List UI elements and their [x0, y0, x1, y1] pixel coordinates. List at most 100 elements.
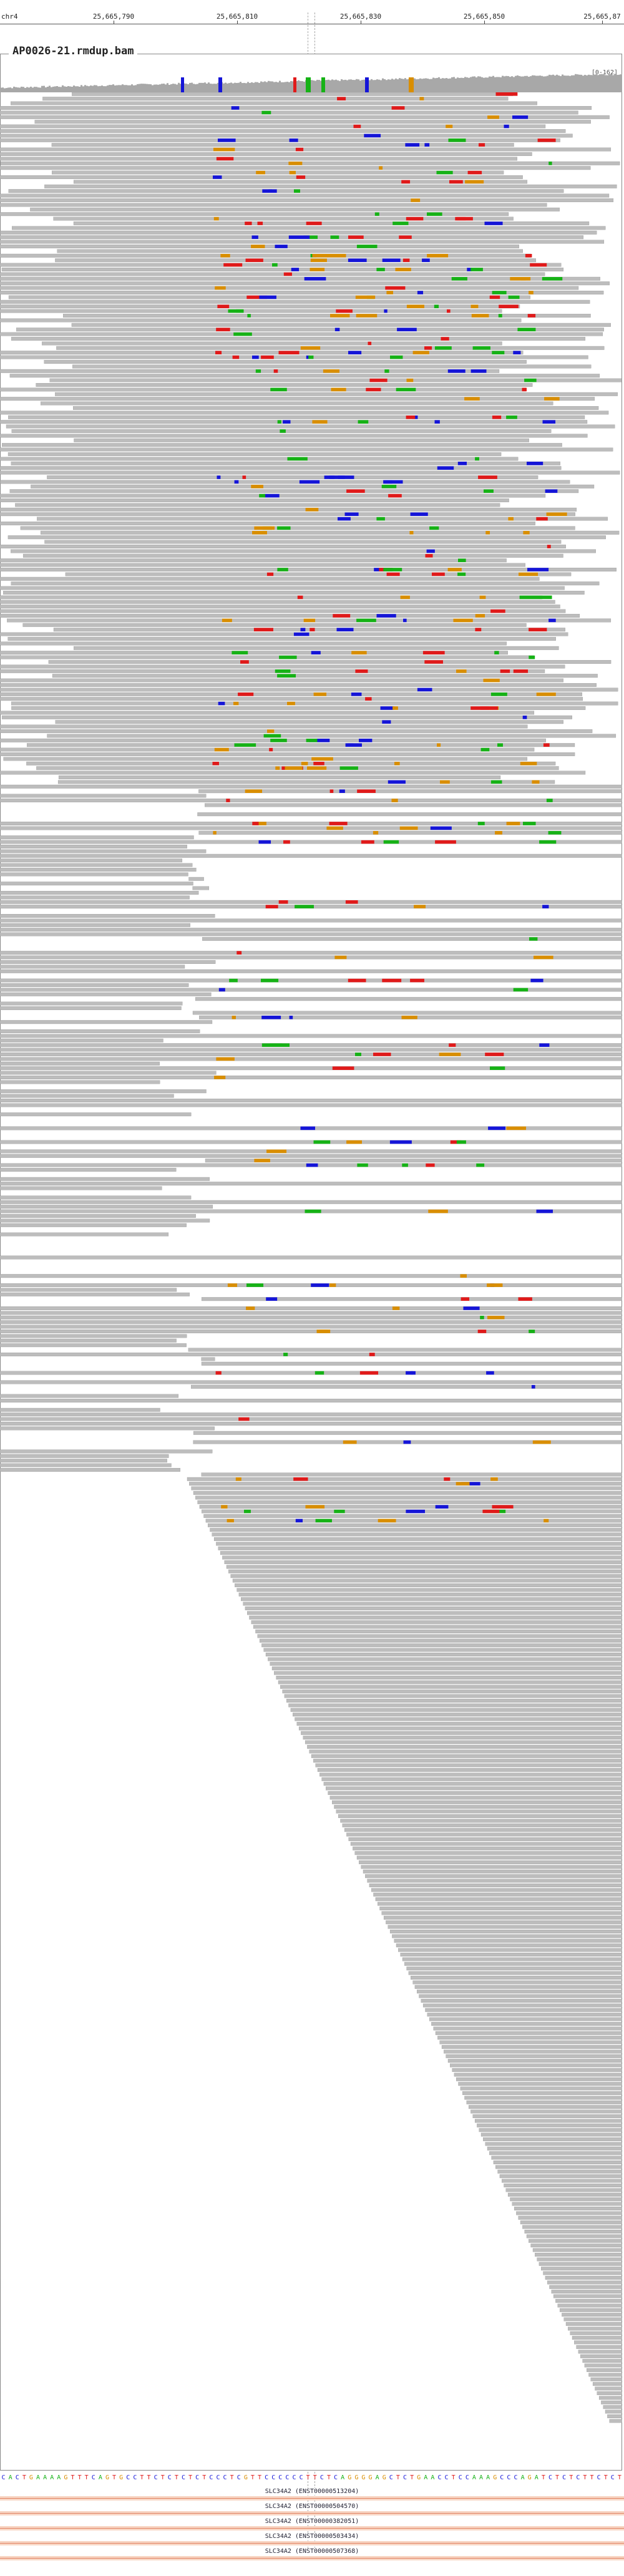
coverage-bar — [337, 80, 339, 92]
read — [208, 1523, 622, 1527]
coverage-bar — [19, 87, 21, 92]
read — [305, 1740, 622, 1744]
coverage-bar — [155, 84, 157, 92]
read-mismatch — [396, 387, 416, 392]
read — [0, 230, 597, 235]
coverage-bar — [245, 83, 247, 92]
read — [48, 660, 612, 664]
gene-transcript[interactable]: SLC34A2 (ENST00000503434) — [0, 2533, 624, 2548]
read — [251, 1620, 622, 1625]
read-mismatch — [530, 263, 547, 267]
read-mismatch — [323, 369, 339, 373]
read-mismatch — [388, 780, 406, 784]
alignment-track-panel[interactable]: [0-162] — [0, 54, 622, 2471]
read — [40, 530, 620, 535]
read-mismatch — [464, 397, 480, 401]
reference-base: G — [493, 2474, 497, 2481]
coverage-bar — [483, 77, 485, 92]
read-mismatch — [411, 198, 421, 202]
coverage-bar — [69, 86, 71, 92]
coverage-bar — [60, 87, 62, 92]
gene-strand-line — [0, 2528, 624, 2529]
read — [0, 129, 566, 133]
read — [369, 1883, 622, 1887]
read-mismatch — [401, 1016, 417, 1019]
coverage-bar — [290, 80, 292, 92]
read-mismatch — [490, 609, 505, 613]
read-mismatch — [353, 124, 361, 129]
coverage-bar — [329, 80, 331, 92]
coverage-bar — [223, 83, 225, 92]
coverage-bar — [479, 76, 481, 92]
read-mismatch — [510, 277, 526, 281]
read-mismatch — [517, 328, 536, 331]
read-mismatch — [392, 221, 409, 225]
read-mismatch — [306, 1163, 318, 1167]
coverage-bar — [599, 74, 601, 92]
coverage-bar — [485, 77, 487, 92]
coverage-bar — [333, 80, 335, 92]
read-mismatch — [461, 1297, 470, 1301]
read — [290, 1708, 622, 1712]
coverage-bar — [524, 75, 526, 92]
read-mismatch — [449, 180, 463, 184]
read — [0, 281, 610, 286]
read — [0, 1057, 622, 1061]
read — [363, 1869, 622, 1874]
read-mismatch — [229, 978, 238, 983]
read-mismatch — [427, 212, 442, 216]
read — [0, 1218, 210, 1223]
reference-base: A — [36, 2474, 41, 2481]
read-mismatch — [313, 1140, 331, 1144]
coverage-bar — [592, 75, 593, 92]
coverage-bar — [528, 76, 530, 92]
gene-transcript[interactable]: SLC34A2 (ENST00000382051) — [0, 2518, 624, 2533]
read-mismatch — [424, 660, 443, 664]
read — [0, 1006, 182, 1010]
read — [0, 134, 573, 138]
read — [419, 1994, 622, 1998]
coverage-bar — [240, 82, 241, 92]
coverage-bar — [172, 84, 174, 92]
read — [0, 928, 622, 932]
coverage-bar — [507, 75, 509, 92]
read-mismatch — [534, 955, 553, 960]
read-mismatch — [329, 789, 334, 793]
coverage-bar — [359, 80, 361, 92]
coverage-bar — [77, 86, 79, 92]
read-mismatch — [275, 245, 288, 248]
coverage-bar — [578, 74, 580, 92]
coverage-bar — [139, 84, 140, 92]
read-mismatch — [311, 1283, 329, 1287]
read — [73, 406, 599, 410]
read — [193, 1431, 622, 1435]
coverage-bar — [328, 79, 329, 92]
coverage-bar — [75, 86, 77, 92]
read-mismatch — [232, 355, 240, 359]
coverage-bar — [502, 75, 504, 92]
read-mismatch — [231, 106, 240, 110]
read-mismatch — [218, 988, 225, 992]
coverage-bar — [292, 81, 294, 92]
gene-annotation-track[interactable]: SLC34A2 (ENST00000513204) SLC34A2 (ENST0… — [0, 2488, 624, 2575]
coverage-bar — [260, 81, 262, 92]
read — [491, 2156, 622, 2160]
gene-transcript[interactable]: SLC34A2 (ENST00000507368) — [0, 2548, 624, 2563]
read — [0, 729, 593, 733]
read-alignments[interactable] — [0, 92, 622, 2463]
read-mismatch — [364, 134, 381, 138]
read-mismatch — [470, 304, 479, 308]
ruler-tick — [602, 21, 603, 24]
read — [282, 1689, 622, 1694]
reference-base: C — [507, 2474, 511, 2481]
read-mismatch — [213, 216, 219, 221]
coverage-bar — [215, 84, 217, 92]
coverage-bar — [283, 82, 285, 92]
read-mismatch — [483, 678, 500, 683]
gene-transcript[interactable]: SLC34A2 (ENST00000513204) — [0, 2488, 624, 2503]
read-mismatch — [308, 739, 330, 742]
coverage-histogram[interactable] — [0, 71, 622, 92]
read — [0, 1292, 190, 1296]
gene-transcript[interactable]: SLC34A2 (ENST00000504570) — [0, 2503, 624, 2518]
coverage-bar — [397, 79, 399, 92]
